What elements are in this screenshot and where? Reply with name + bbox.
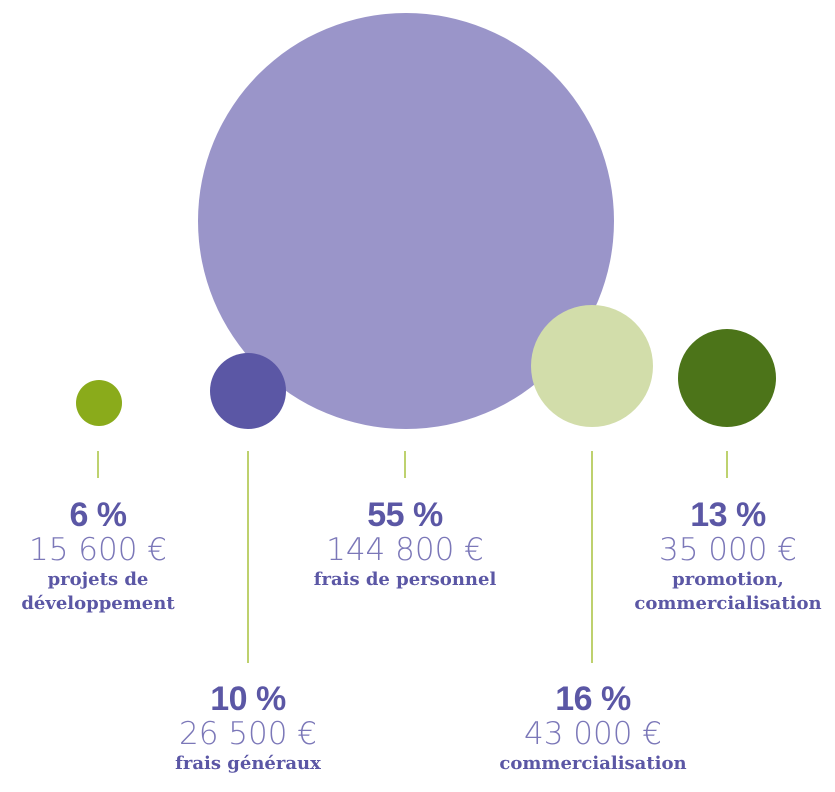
label-promotion-commercialisation: 13 % 35 000 € promotion, commercialisati…: [625, 498, 831, 616]
label-frais-de-personnel: 55 % 144 800 € frais de personnel: [290, 498, 520, 592]
percent-label: 6 %: [69, 496, 127, 534]
category-label: commercialisation: [499, 753, 687, 774]
percent-label: 10 %: [210, 680, 286, 718]
amount-label: 26 500 €: [178, 716, 318, 752]
bubble-frais-de-personnel: [198, 13, 614, 429]
label-projets-de-developpement: 6 % 15 600 € projets de développement: [0, 498, 196, 616]
bubble-frais-generaux: [210, 353, 286, 429]
category-label: promotion, commercialisation: [634, 569, 822, 614]
label-commercialisation: 16 % 43 000 € commercialisation: [488, 682, 698, 776]
amount-label: 15 600 €: [28, 532, 168, 568]
percent-label: 16 %: [555, 680, 631, 718]
bubble-commercialisation: [531, 305, 653, 427]
category-label: frais de personnel: [313, 569, 497, 590]
category-label: frais généraux: [175, 753, 321, 774]
amount-label: 35 000 €: [658, 532, 798, 568]
amount-label: 144 800 €: [326, 532, 484, 568]
amount-label: 43 000 €: [523, 716, 663, 752]
label-frais-generaux: 10 % 26 500 € frais généraux: [148, 682, 348, 776]
category-label: projets de développement: [21, 569, 175, 614]
percent-label: 13 %: [690, 496, 766, 534]
percent-label: 55 %: [367, 496, 443, 534]
bubble-promotion-commercialisation: [678, 329, 776, 427]
bubble-projets-de-developpement: [76, 380, 122, 426]
